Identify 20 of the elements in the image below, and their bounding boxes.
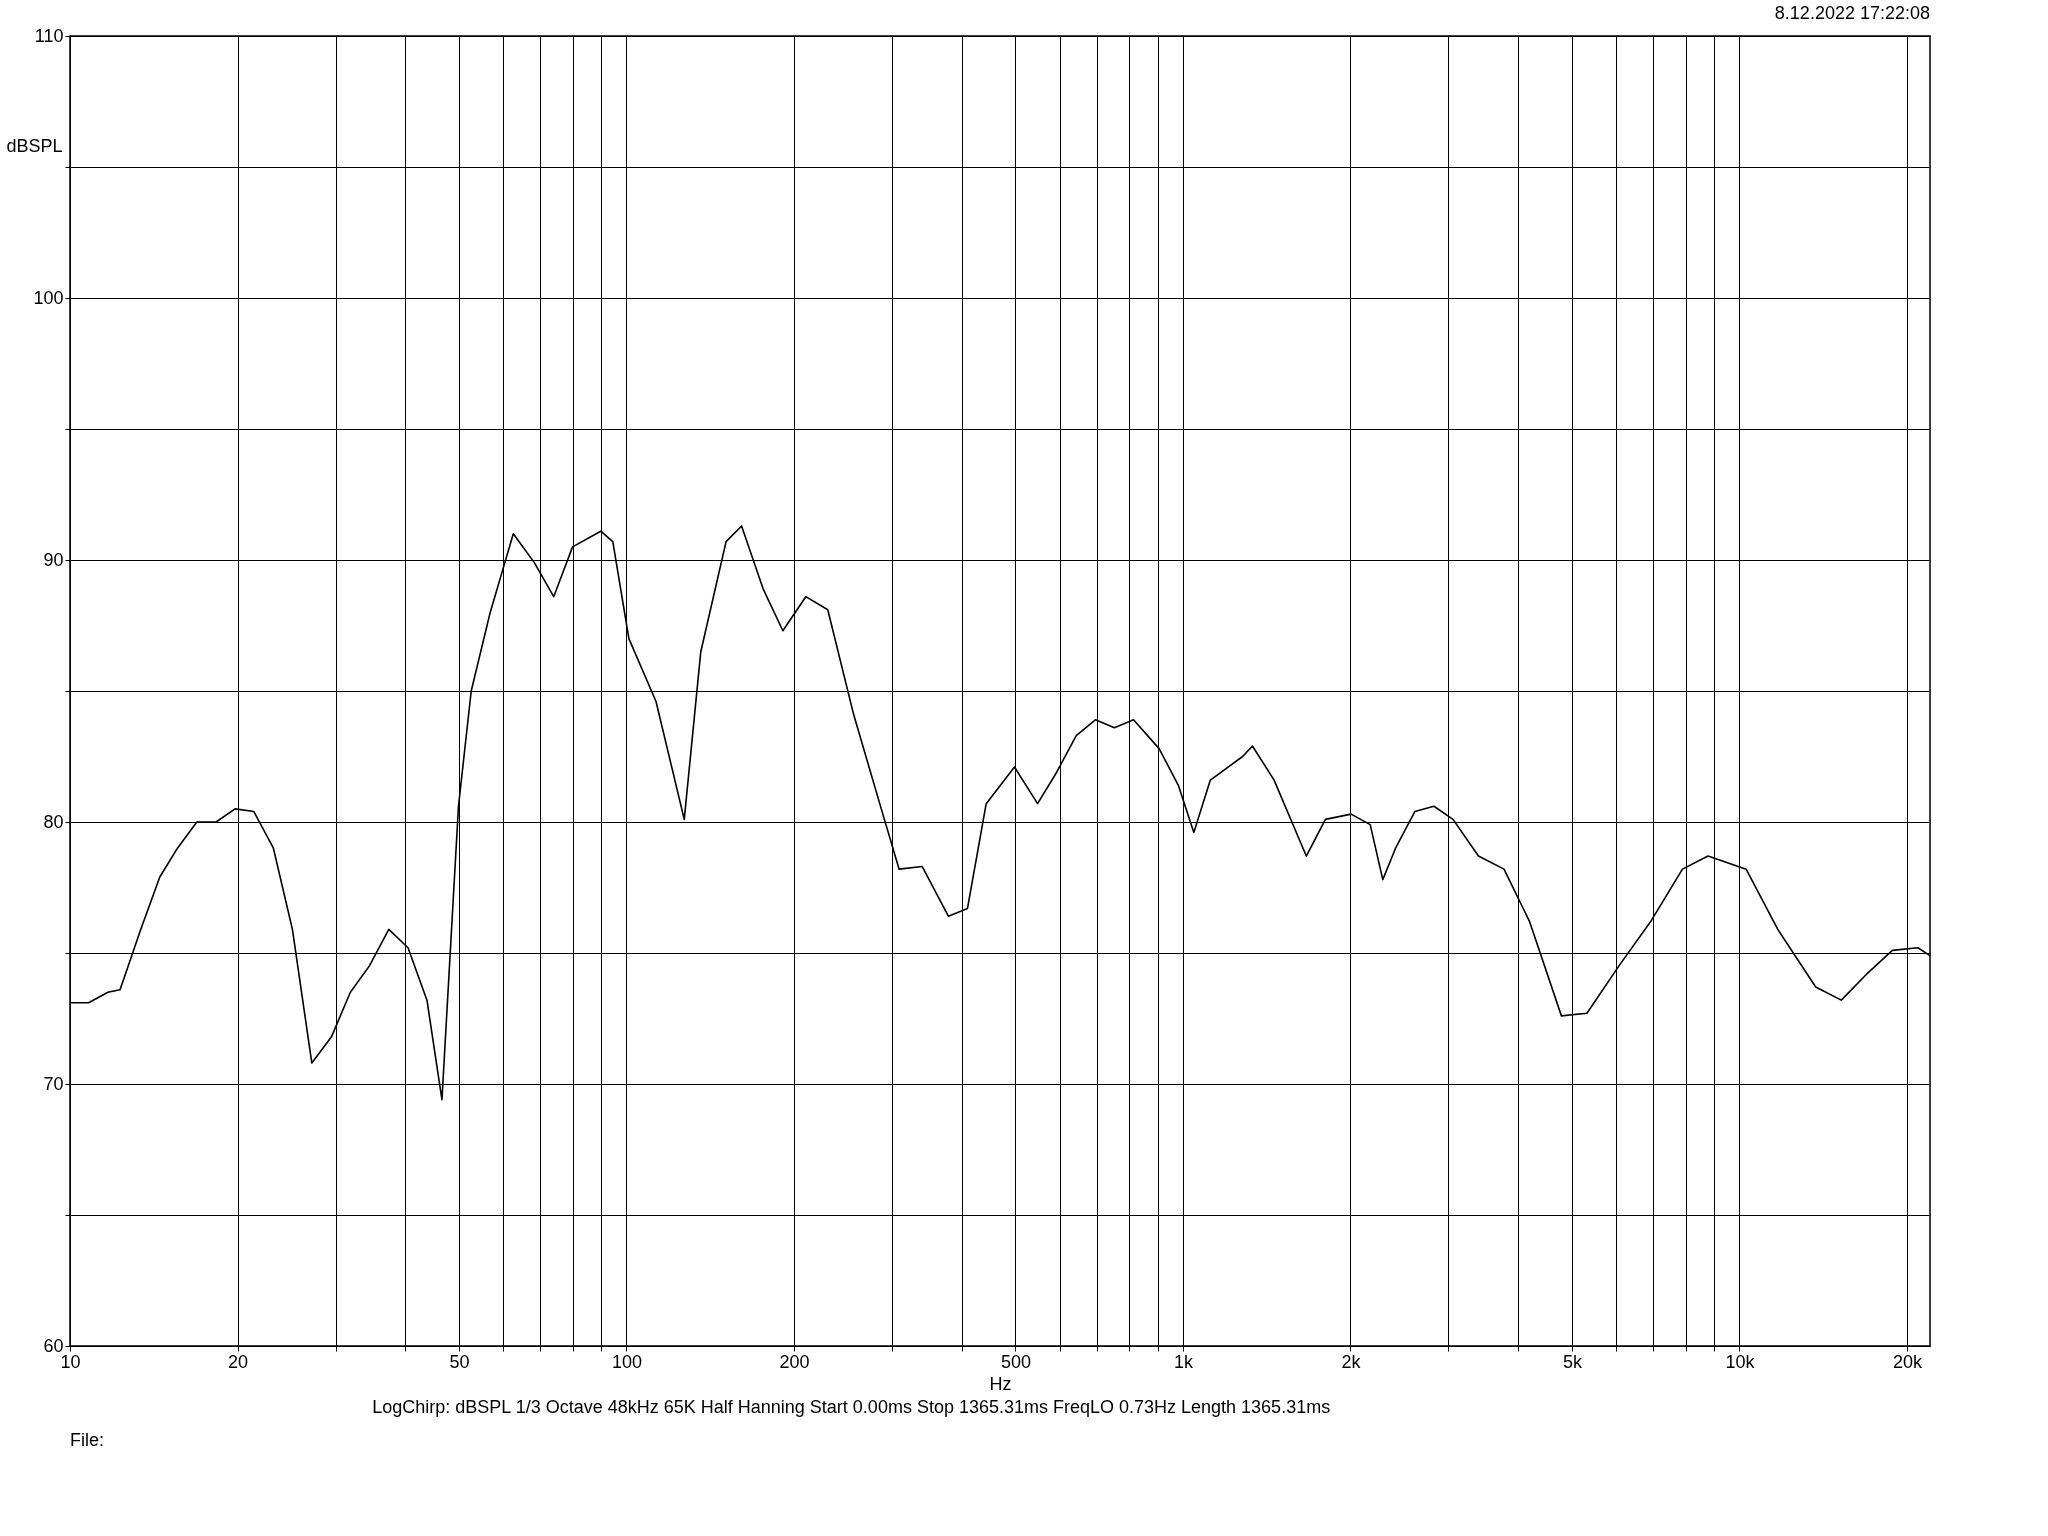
y-tick-label: 80 xyxy=(43,811,64,832)
x-tick-label: 50 xyxy=(449,1351,470,1372)
x-tick-label: 10k xyxy=(1725,1351,1756,1372)
text: 8.12.2022 17:22:08 xyxy=(1774,3,1930,23)
y-tick-label: 90 xyxy=(43,549,64,570)
y-tick-label: 100 xyxy=(33,287,64,308)
text: File: xyxy=(70,1430,105,1450)
x-tick-label: 20k xyxy=(1892,1351,1923,1372)
x-tick-label: 100 xyxy=(611,1351,643,1372)
x-tick-label: 1k xyxy=(1173,1351,1194,1372)
x-tick-label: 20 xyxy=(228,1351,249,1372)
x-tick-label: 200 xyxy=(779,1351,810,1372)
y-tick-label: 110 xyxy=(34,25,64,46)
text: LogChirp: dBSPL 1/3 Octave 48kHz 65K Half Hanning Start 0.00ms Stop 1365.31ms FreqLO 0.73Hz Length 1365.31ms xyxy=(372,1397,1331,1417)
x-tick-label: 5k xyxy=(1562,1351,1583,1372)
x-tick-label: 500 xyxy=(1000,1351,1031,1372)
y-axis-title: dBSPL xyxy=(6,135,63,156)
y-tick-label: 70 xyxy=(43,1073,64,1094)
x-tick-label: 2k xyxy=(1341,1351,1362,1372)
x-axis-title: Hz xyxy=(989,1373,1012,1394)
